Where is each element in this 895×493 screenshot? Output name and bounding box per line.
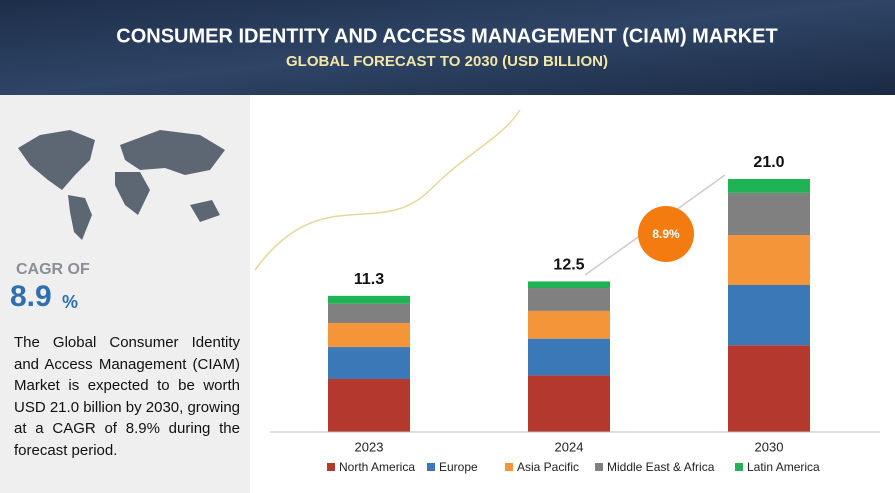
cagr-unit: % bbox=[62, 292, 78, 312]
x-tick-label: 2023 bbox=[355, 439, 384, 454]
bar-segment bbox=[528, 310, 610, 339]
bar-segment bbox=[728, 345, 810, 432]
bar-segment bbox=[328, 378, 410, 432]
legend-swatch bbox=[735, 463, 743, 471]
summary: The Global Consumer Identity and Access … bbox=[14, 334, 240, 459]
bar-segment bbox=[528, 288, 610, 311]
legend-swatch bbox=[505, 463, 513, 471]
bar-segment bbox=[728, 235, 810, 286]
bar-segment bbox=[728, 285, 810, 346]
cagr-value: 8.9 bbox=[10, 280, 52, 313]
bar-segment bbox=[328, 295, 410, 304]
bar-segment bbox=[328, 322, 410, 348]
total-label: 21.0 bbox=[753, 154, 784, 171]
cagr-label: CAGR OF bbox=[16, 261, 90, 278]
bar-segment bbox=[728, 179, 810, 193]
header-bg bbox=[0, 0, 895, 95]
bar-segment bbox=[328, 303, 410, 323]
bar-segment bbox=[528, 375, 610, 432]
total-label: 12.5 bbox=[553, 257, 584, 274]
subtitle: GLOBAL FORECAST TO 2030 (USD BILLION) bbox=[286, 53, 608, 70]
legend-label: Asia Pacific bbox=[517, 460, 579, 474]
x-tick-label: 2024 bbox=[555, 439, 584, 454]
legend-swatch bbox=[595, 463, 603, 471]
bar-segment bbox=[728, 192, 810, 236]
title: CONSUMER IDENTITY AND ACCESS MANAGEMENT … bbox=[116, 25, 777, 47]
legend-label: Latin America bbox=[747, 460, 820, 474]
legend-swatch bbox=[327, 463, 335, 471]
legend-swatch bbox=[427, 463, 435, 471]
legend-label: Middle East & Africa bbox=[607, 460, 715, 474]
legend-label: Europe bbox=[439, 460, 478, 474]
cagr-bubble bbox=[638, 206, 694, 262]
bar-segment bbox=[528, 338, 610, 376]
cagr-bubble-text: 8.9% bbox=[652, 227, 680, 241]
world-map bbox=[18, 130, 225, 240]
bar-segment bbox=[328, 347, 410, 379]
legend-label: North America bbox=[339, 460, 415, 474]
bar-segment bbox=[528, 281, 610, 289]
decor-curve bbox=[254, 109, 521, 271]
x-tick-label: 2030 bbox=[755, 439, 784, 454]
total-label: 11.3 bbox=[354, 271, 384, 288]
